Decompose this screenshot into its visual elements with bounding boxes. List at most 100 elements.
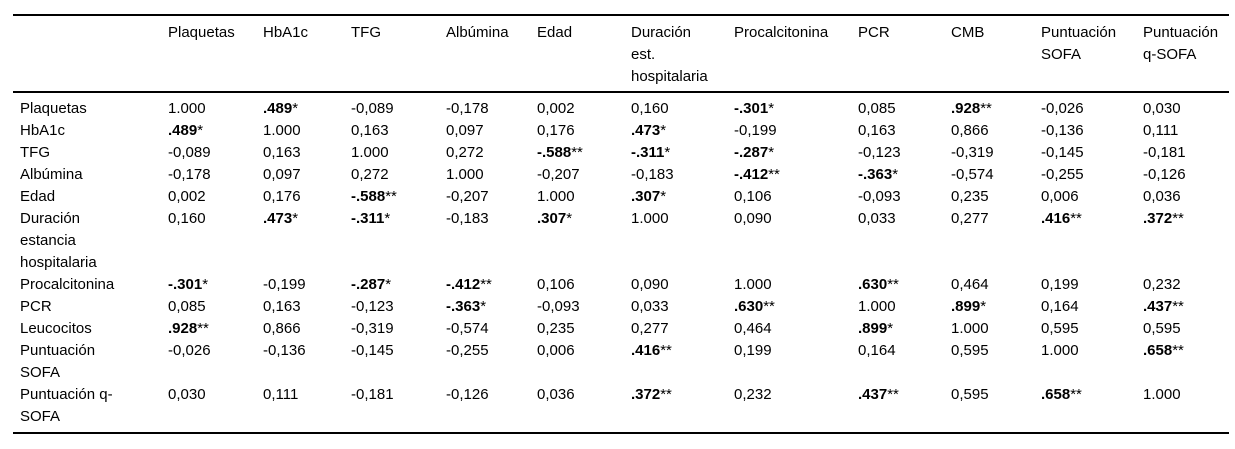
correlation-cell: .489* xyxy=(168,122,204,139)
table-sheet: Plaquetas HbA1c TFG Albúmina Edad Duración es… xyxy=(13,14,1229,434)
correlation-cell: 1.000 xyxy=(351,144,389,161)
correlation-cell: 0,866 xyxy=(951,122,989,139)
column-header-pcr: PCR xyxy=(858,24,890,41)
column-header-cmb: CMB xyxy=(951,24,985,41)
correlation-cell: .899* xyxy=(951,298,987,315)
table-row-puntuaci-n-q-sofa: Puntuación q-SOFA 0,030 0,111 -0,181 -0,126 0… xyxy=(13,384,1229,433)
correlation-cell: 0,002 xyxy=(168,188,206,205)
correlation-cell: .489* xyxy=(263,100,299,117)
table-row-edad: Edad 0,002 0,176 -.588** -0,207 1.000 .307* 0,1… xyxy=(13,186,1229,208)
correlation-cell: 0,272 xyxy=(446,144,484,161)
correlation-cell: .416** xyxy=(1041,210,1082,227)
correlation-cell: 0,160 xyxy=(631,100,669,117)
correlation-cell: .416** xyxy=(631,342,672,359)
column-header-plaquetas: Plaquetas xyxy=(168,24,235,41)
column-header-duraci-n-est-hospitalaria: Duración est. hospitalaria xyxy=(631,24,708,85)
header-row: Plaquetas HbA1c TFG Albúmina Edad Duración es… xyxy=(13,15,1229,92)
correlation-cell: 0,232 xyxy=(734,386,772,403)
correlation-cell: 0,464 xyxy=(951,276,989,293)
correlation-cell: -0,136 xyxy=(263,342,306,359)
column-header-puntuaci-n-sofa: Puntuación SOFA xyxy=(1041,24,1117,63)
correlation-cell: -0,126 xyxy=(1143,166,1186,183)
column-header-tfg: TFG xyxy=(351,24,381,41)
table-row-plaquetas: Plaquetas 1.000 .489* -0,089 -0,178 0,002 0,16… xyxy=(13,92,1229,120)
correlation-cell: 0,199 xyxy=(1041,276,1079,293)
column-header-alb-mina: Albúmina xyxy=(446,24,509,41)
correlation-cell: .307* xyxy=(537,210,573,227)
correlation-cell: .437** xyxy=(858,386,899,403)
correlation-cell: 0,163 xyxy=(858,122,896,139)
correlation-cell: 0,106 xyxy=(537,276,575,293)
correlation-cell: -.287* xyxy=(734,144,775,161)
correlation-cell: 0,160 xyxy=(168,210,206,227)
correlation-cell: .630** xyxy=(734,298,775,315)
correlation-cell: -0,181 xyxy=(1143,144,1186,161)
correlation-cell: 0,030 xyxy=(1143,100,1181,117)
row-label-procalcitonina: Procalcitonina xyxy=(20,276,115,293)
correlation-cell: .630** xyxy=(858,276,899,293)
column-header-hba1c: HbA1c xyxy=(263,24,309,41)
table-row-procalcitonina: Procalcitonina -.301* -0,199 -.287* -.412** 0… xyxy=(13,274,1229,296)
table-body: Plaquetas 1.000 .489* -0,089 -0,178 0,002 0,16… xyxy=(13,92,1229,433)
correlation-cell: 0,176 xyxy=(263,188,301,205)
correlation-cell: 0,199 xyxy=(734,342,772,359)
correlation-cell: 1.000 xyxy=(168,100,206,117)
column-header-edad: Edad xyxy=(537,24,573,41)
correlation-cell: .307* xyxy=(631,188,667,205)
correlation-cell: -0,255 xyxy=(1041,166,1084,183)
correlation-cell: -.287* xyxy=(351,276,392,293)
correlation-cell: 0,163 xyxy=(263,298,301,315)
correlation-cell: 0,595 xyxy=(951,342,989,359)
correlation-cell: .658** xyxy=(1143,342,1184,359)
correlation-cell: -0,319 xyxy=(351,320,394,337)
correlation-cell: 0,036 xyxy=(1143,188,1181,205)
correlation-cell: 0,111 xyxy=(1143,122,1179,139)
correlation-cell: 0,033 xyxy=(631,298,669,315)
row-label-plaquetas: Plaquetas xyxy=(20,100,87,117)
correlation-cell: 1.000 xyxy=(1143,386,1181,403)
correlation-cell: 0,277 xyxy=(951,210,989,227)
row-label-hba1c: HbA1c xyxy=(20,122,66,139)
correlation-cell: -.301* xyxy=(168,276,209,293)
correlation-cell: 1.000 xyxy=(631,210,669,227)
table-row-hba1c: HbA1c .489* 1.000 0,163 0,097 0,176 .473* -0,19… xyxy=(13,120,1229,142)
row-label-puntuaci-n-q-sofa: Puntuación q-SOFA xyxy=(20,386,113,425)
correlation-table: Plaquetas HbA1c TFG Albúmina Edad Duración es… xyxy=(13,14,1229,434)
correlation-cell: -0,089 xyxy=(351,100,394,117)
correlation-cell: 0,232 xyxy=(1143,276,1181,293)
correlation-cell: -0,123 xyxy=(351,298,394,315)
correlation-cell: -0,183 xyxy=(446,210,489,227)
correlation-cell: 0,163 xyxy=(351,122,389,139)
correlation-cell: 0,277 xyxy=(631,320,669,337)
correlation-cell: .473* xyxy=(631,122,667,139)
correlation-cell: 1.000 xyxy=(446,166,484,183)
correlation-cell: 1.000 xyxy=(734,276,772,293)
correlation-cell: -.412** xyxy=(734,166,780,183)
correlation-cell: 0,006 xyxy=(1041,188,1079,205)
correlation-cell: .658** xyxy=(1041,386,1082,403)
row-label-edad: Edad xyxy=(20,188,56,205)
correlation-cell: 1.000 xyxy=(263,122,301,139)
correlation-cell: 0,090 xyxy=(631,276,669,293)
correlation-cell: 0,085 xyxy=(858,100,896,117)
correlation-cell: .473* xyxy=(263,210,299,227)
correlation-cell: -0,089 xyxy=(168,144,211,161)
correlation-cell: 0,097 xyxy=(446,122,484,139)
correlation-cell: -.363* xyxy=(858,166,899,183)
correlation-cell: -.311* xyxy=(351,210,391,227)
correlation-cell: -0,183 xyxy=(631,166,674,183)
correlation-cell: -0,123 xyxy=(858,144,901,161)
column-header-puntuaci-n-q-sofa: Puntuación q-SOFA xyxy=(1143,24,1219,63)
correlation-cell: 0,002 xyxy=(537,100,575,117)
correlation-cell: .928** xyxy=(168,320,209,337)
correlation-cell: 0,033 xyxy=(858,210,896,227)
correlation-cell: -0,178 xyxy=(168,166,211,183)
correlation-cell: 0,163 xyxy=(263,144,301,161)
correlation-cell: 0,235 xyxy=(537,320,575,337)
correlation-cell: 1.000 xyxy=(1041,342,1079,359)
correlation-cell: 0,106 xyxy=(734,188,772,205)
row-label-duraci-n-estancia-hospitalaria: Duración estancia hospitalaria xyxy=(20,210,97,271)
table-row-leucocitos: Leucocitos .928** 0,866 -0,319 -0,574 0,235 0,… xyxy=(13,318,1229,340)
correlation-cell: 0,097 xyxy=(263,166,301,183)
correlation-cell: 0,866 xyxy=(263,320,301,337)
